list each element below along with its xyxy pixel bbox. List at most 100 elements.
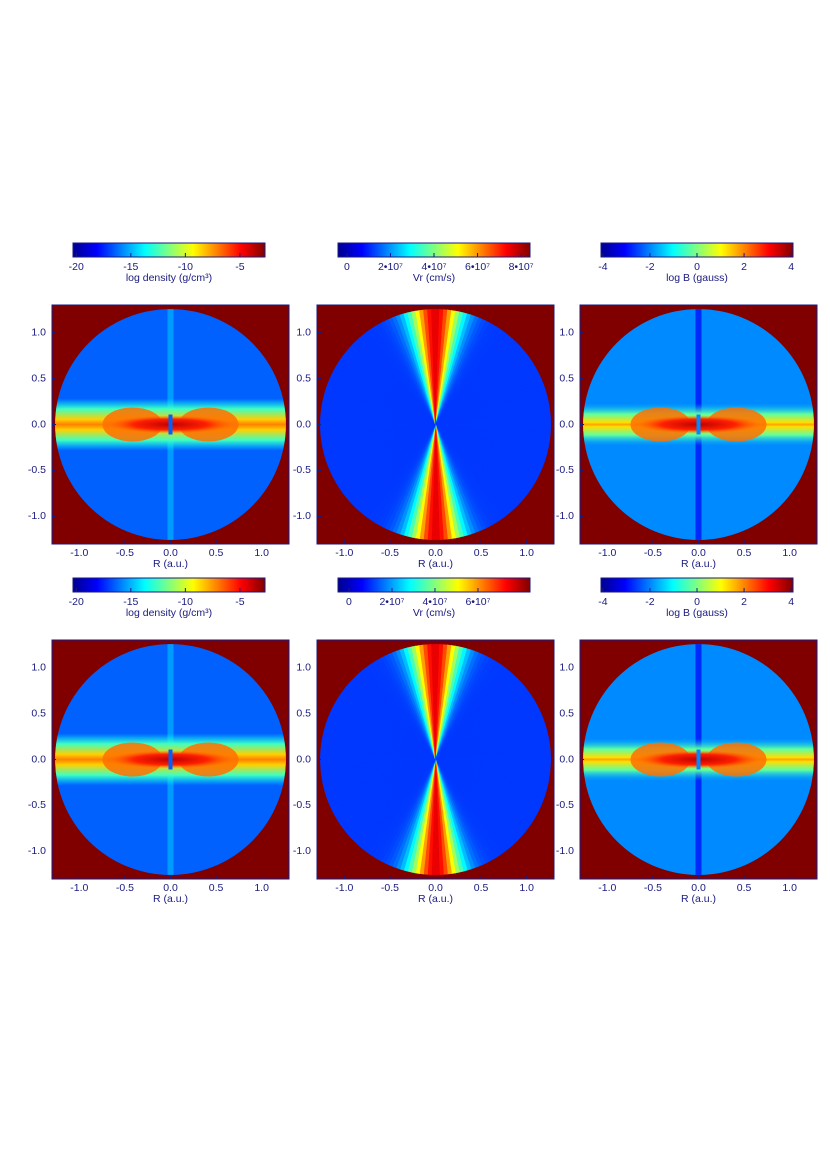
- y-tick-label: -0.5: [28, 464, 46, 476]
- colorbar-tick-label: 0: [694, 596, 700, 608]
- colorbar-tick-label: 4•10⁷: [422, 596, 447, 608]
- x-axis-label: R (a.u.): [418, 558, 453, 570]
- x-tick-label: 1.0: [519, 547, 534, 559]
- y-tick-label: 1.0: [296, 326, 311, 338]
- y-tick-label: 1.0: [31, 661, 46, 673]
- y-tick-label: -1.0: [556, 845, 574, 857]
- heatmap-image: [317, 640, 554, 879]
- y-tick-label: 0.0: [296, 753, 311, 765]
- heatmap-image: [317, 305, 554, 544]
- x-tick-label: -0.5: [644, 882, 662, 894]
- x-tick-label: 0.0: [163, 882, 178, 894]
- colorbar-tick-label: 0: [344, 261, 350, 273]
- domain: [583, 309, 814, 540]
- colorbar-tick-label: -10: [178, 261, 193, 273]
- domain: [320, 309, 551, 540]
- y-tick-label: -1.0: [293, 510, 311, 522]
- x-tick-label: -0.5: [116, 547, 134, 559]
- colorbar-label: log B (gauss): [666, 272, 728, 284]
- y-tick-label: -0.5: [556, 799, 574, 811]
- x-axis-label: R (a.u.): [153, 893, 188, 905]
- x-tick-label: 0.5: [737, 547, 752, 559]
- x-tick-label: 1.0: [254, 547, 269, 559]
- y-tick-label: 0.0: [559, 753, 574, 765]
- colorbar-label: log density (g/cm³): [126, 272, 212, 284]
- y-tick-label: -1.0: [28, 845, 46, 857]
- domain: [583, 644, 814, 875]
- heatmap-image: [580, 640, 817, 879]
- y-tick-label: 0.0: [296, 418, 311, 430]
- y-tick-label: 0.5: [31, 707, 46, 719]
- y-tick-label: -1.0: [28, 510, 46, 522]
- heatmap-image: [580, 305, 817, 544]
- colorbar-tick-label: 2•10⁷: [379, 596, 404, 608]
- colorbar-tick-label: -4: [598, 261, 607, 273]
- colorbar-tick-label: 8•10⁷: [509, 261, 534, 273]
- x-tick-label: 0.5: [209, 882, 224, 894]
- panel: -4 -2 0 2 4 log B (gauss) -1.0 -0.5 0.0 0.5 1.0 -1.…: [556, 577, 818, 905]
- x-tick-label: -0.5: [644, 547, 662, 559]
- x-tick-label: -1.0: [70, 547, 88, 559]
- x-tick-label: 0.5: [737, 882, 752, 894]
- panel: 0 2•10⁷ 4•10⁷ 6•10⁷ Vr (cm/s) -1.0 -0.5 0.0 0.5 1…: [293, 577, 555, 905]
- y-tick-label: -0.5: [293, 799, 311, 811]
- wedge: [430, 644, 436, 760]
- x-tick-label: 0.0: [428, 547, 443, 559]
- wedge: [430, 309, 436, 425]
- x-tick-label: 1.0: [782, 547, 797, 559]
- x-tick-label: 0.5: [474, 882, 489, 894]
- colorbar-tick-label: -2: [645, 261, 654, 273]
- domain: [320, 644, 551, 875]
- x-tick-label: -1.0: [598, 547, 616, 559]
- colorbar-tick-label: 6•10⁷: [465, 261, 490, 273]
- domain: [55, 644, 286, 875]
- x-tick-label: -0.5: [116, 882, 134, 894]
- x-tick-label: -0.5: [381, 882, 399, 894]
- colorbar-tick-label: 0: [346, 596, 352, 608]
- colorbar-tick-label: -5: [235, 596, 244, 608]
- colorbar-label: log B (gauss): [666, 607, 728, 619]
- pinch: [696, 414, 701, 435]
- colorbar: [337, 577, 531, 593]
- panel: -20 -15 -10 -5 log density (g/cm³) -1.0 -0.5 0.…: [28, 242, 290, 570]
- heatmap-image: [52, 305, 289, 544]
- y-tick-label: 1.0: [559, 326, 574, 338]
- colorbar-tick-label: -4: [598, 596, 607, 608]
- y-tick-label: -1.0: [293, 845, 311, 857]
- colorbar-tick-label: 4•10⁷: [422, 261, 447, 273]
- y-tick-label: -1.0: [556, 510, 574, 522]
- colorbar-tick-label: -20: [69, 596, 84, 608]
- pinch: [696, 749, 701, 770]
- heatmap-image: [52, 640, 289, 879]
- colorbar-tick-label: -15: [123, 596, 138, 608]
- pinch: [168, 749, 173, 770]
- colorbar-label: log density (g/cm³): [126, 607, 212, 619]
- y-tick-label: 0.0: [559, 418, 574, 430]
- x-tick-label: 0.0: [691, 882, 706, 894]
- x-axis-label: R (a.u.): [153, 558, 188, 570]
- colorbar-tick-label: 4: [788, 596, 794, 608]
- x-tick-label: -1.0: [70, 882, 88, 894]
- y-tick-label: 0.0: [31, 418, 46, 430]
- x-tick-label: -1.0: [598, 882, 616, 894]
- x-tick-label: -1.0: [335, 547, 353, 559]
- colorbar-tick-label: 2: [741, 596, 747, 608]
- x-tick-label: 0.0: [691, 547, 706, 559]
- colorbar-tick-label: 6•10⁷: [465, 596, 490, 608]
- x-tick-label: 1.0: [519, 882, 534, 894]
- colorbar-label: Vr (cm/s): [413, 272, 455, 284]
- x-axis-label: R (a.u.): [681, 558, 716, 570]
- y-tick-label: -0.5: [28, 799, 46, 811]
- x-tick-label: -1.0: [335, 882, 353, 894]
- panel: -4 -2 0 2 4 log B (gauss) -1.0 -0.5 0.0 0.5 1.0 -1.…: [556, 242, 818, 570]
- y-tick-label: 0.5: [31, 372, 46, 384]
- y-tick-label: -0.5: [293, 464, 311, 476]
- colorbar-tick-label: -2: [645, 596, 654, 608]
- x-tick-label: -0.5: [381, 547, 399, 559]
- y-tick-label: 1.0: [31, 326, 46, 338]
- y-tick-label: 0.0: [31, 753, 46, 765]
- colorbar-tick-label: 2•10⁷: [378, 261, 403, 273]
- x-tick-label: 1.0: [254, 882, 269, 894]
- y-tick-label: 1.0: [559, 661, 574, 673]
